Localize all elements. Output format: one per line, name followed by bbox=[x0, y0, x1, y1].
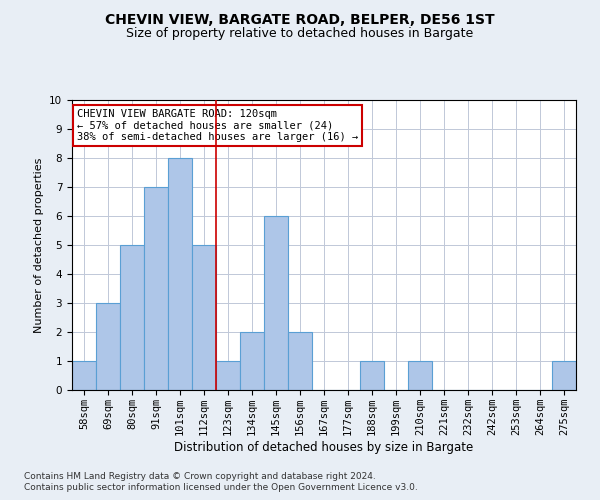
Bar bbox=[240, 332, 264, 390]
Bar bbox=[144, 187, 168, 390]
X-axis label: Distribution of detached houses by size in Bargate: Distribution of detached houses by size … bbox=[175, 440, 473, 454]
Bar bbox=[120, 245, 144, 390]
Bar bbox=[72, 361, 96, 390]
Text: Size of property relative to detached houses in Bargate: Size of property relative to detached ho… bbox=[127, 28, 473, 40]
Bar bbox=[192, 245, 216, 390]
Bar bbox=[360, 361, 384, 390]
Text: CHEVIN VIEW BARGATE ROAD: 120sqm
← 57% of detached houses are smaller (24)
38% o: CHEVIN VIEW BARGATE ROAD: 120sqm ← 57% o… bbox=[77, 108, 358, 142]
Y-axis label: Number of detached properties: Number of detached properties bbox=[34, 158, 44, 332]
Bar bbox=[552, 361, 576, 390]
Bar bbox=[168, 158, 192, 390]
Text: Contains HM Land Registry data © Crown copyright and database right 2024.: Contains HM Land Registry data © Crown c… bbox=[24, 472, 376, 481]
Text: Contains public sector information licensed under the Open Government Licence v3: Contains public sector information licen… bbox=[24, 484, 418, 492]
Bar bbox=[96, 303, 120, 390]
Bar bbox=[408, 361, 432, 390]
Bar bbox=[288, 332, 312, 390]
Bar bbox=[264, 216, 288, 390]
Bar bbox=[216, 361, 240, 390]
Text: CHEVIN VIEW, BARGATE ROAD, BELPER, DE56 1ST: CHEVIN VIEW, BARGATE ROAD, BELPER, DE56 … bbox=[105, 12, 495, 26]
